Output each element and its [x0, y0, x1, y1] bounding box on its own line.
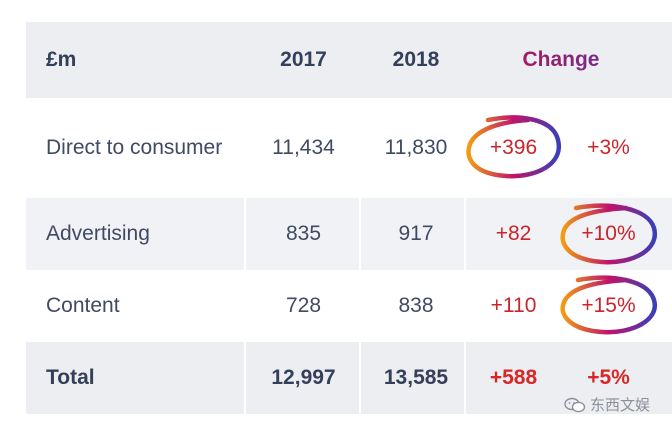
column-divider	[464, 342, 466, 414]
table-header-row: £m 2017 2018 Change	[26, 22, 672, 98]
header-unit: £m	[46, 48, 77, 71]
column-divider	[244, 198, 246, 270]
total-row: Total 12,997 13,585 +588 +5%	[26, 342, 672, 414]
column-divider	[244, 98, 246, 198]
column-divider	[464, 198, 466, 270]
total-label: Total	[46, 366, 95, 389]
watermark: 东西文娱	[564, 394, 650, 415]
table-row: Direct to consumer 11,434 11,830 +396 +3…	[26, 98, 672, 198]
value-2017: 835	[285, 222, 322, 245]
change-absolute: +396	[489, 136, 538, 159]
change-absolute: +110	[490, 294, 537, 317]
total-change-absolute: +588	[489, 366, 538, 389]
total-2017: 12,997	[271, 366, 336, 389]
total-change-percent: +5%	[587, 366, 630, 389]
wechat-icon	[564, 397, 586, 413]
change-percent: +3%	[587, 136, 630, 159]
column-divider	[464, 98, 466, 198]
change-percent: +15%	[581, 294, 636, 317]
column-divider	[359, 198, 361, 270]
value-2018: 11,830	[384, 136, 448, 159]
header-2018: 2018	[392, 48, 440, 71]
row-label: Advertising	[46, 222, 150, 245]
value-2018: 838	[398, 294, 434, 317]
total-2018: 13,585	[383, 366, 449, 389]
column-divider	[244, 270, 246, 342]
column-divider	[359, 342, 361, 414]
value-2017: 728	[285, 294, 322, 317]
column-divider	[359, 270, 361, 342]
watermark-text: 东西文娱	[589, 397, 650, 414]
header-2017: 2017	[280, 48, 327, 71]
change-percent: +10%	[581, 222, 636, 245]
row-label: Content	[46, 294, 120, 317]
table-row: Advertising 835 917 +82 +10%	[26, 198, 672, 270]
row-label: Direct to consumer	[46, 136, 223, 159]
header-change: Change	[466, 22, 656, 98]
column-divider	[244, 342, 246, 414]
column-divider	[359, 98, 361, 198]
table-row: Content 728 838 +110 +15%	[26, 270, 672, 342]
column-divider	[464, 270, 466, 342]
change-absolute: +82	[495, 222, 532, 245]
value-2018: 917	[398, 222, 434, 245]
value-2017: 11,434	[272, 136, 335, 159]
